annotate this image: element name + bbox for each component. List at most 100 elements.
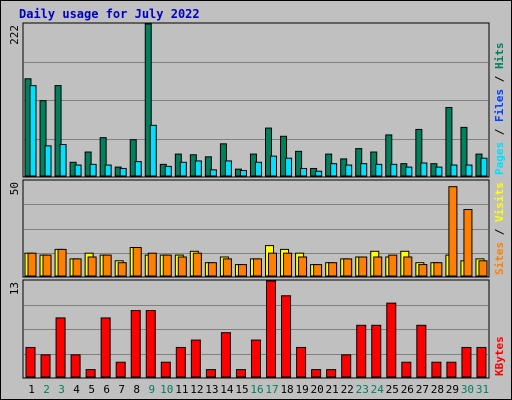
kbytes-bar-day-28 (431, 361, 442, 378)
sites-bar-day-10 (162, 254, 172, 277)
visits-axis-max-label: 50 (8, 182, 21, 195)
x-label-day-27: 27 (416, 383, 429, 396)
pages-bar-day-2 (44, 145, 52, 177)
pages-bar-day-25 (390, 163, 398, 177)
kbytes-bar-day-3 (55, 317, 66, 378)
pages-bar-day-3 (59, 144, 67, 177)
kbytes-bar-day-25 (386, 302, 397, 378)
sites-bar-day-21 (328, 262, 338, 277)
x-label-day-7: 7 (118, 383, 125, 396)
x-label-day-8: 8 (133, 383, 140, 396)
hits-bar-day-9 (144, 23, 152, 177)
sites-bar-day-20 (313, 264, 323, 277)
x-label-day-5: 5 (88, 383, 95, 396)
kbytes-bar-day-13 (205, 369, 216, 378)
x-label-day-13: 13 (205, 383, 218, 396)
kbytes-bar-day-18 (281, 295, 292, 378)
x-label-day-14: 14 (220, 383, 234, 396)
sites-bar-day-2 (42, 254, 52, 277)
pages-bar-day-14 (224, 160, 232, 177)
kbytes-bar-day-31 (476, 346, 487, 378)
sites-bar-day-29 (448, 186, 458, 277)
pages-bar-day-23 (360, 163, 368, 177)
pages-bar-day-5 (89, 163, 97, 177)
pages-bar-day-16 (254, 161, 262, 177)
sites-bar-day-24 (373, 256, 383, 277)
hits-bar-day-3 (54, 85, 62, 177)
sites-bar-day-5 (87, 256, 97, 277)
x-label-day-24: 24 (371, 383, 385, 396)
kbytes-bar-day-14 (220, 332, 231, 378)
kbytes-bar-day-2 (40, 354, 51, 378)
x-label-day-25: 25 (386, 383, 399, 396)
sites-bar-day-12 (192, 252, 202, 277)
kbytes-bar-day-1 (25, 346, 36, 378)
hits-bar-day-19 (295, 150, 303, 177)
sites-bar-day-22 (343, 258, 353, 277)
hits-bar-day-14 (219, 143, 227, 177)
x-label-day-6: 6 (103, 383, 110, 396)
pages-bar-day-10 (164, 165, 172, 177)
hits-bar-day-6 (99, 137, 107, 177)
pages-bar-day-17 (270, 155, 278, 177)
pages-bar-day-29 (450, 164, 458, 177)
pages-bar-day-31 (480, 157, 488, 177)
kbytes-bar-day-10 (160, 361, 171, 378)
pages-bar-day-24 (375, 163, 383, 177)
x-label-day-20: 20 (311, 383, 324, 396)
sites-bar-day-30 (463, 209, 473, 277)
x-label-day-30: 30 (461, 383, 474, 396)
hits-bar-day-29 (445, 107, 453, 177)
sites-bar-day-8 (132, 247, 142, 277)
pages-bar-day-21 (330, 163, 338, 177)
kbytes-bar-day-24 (371, 324, 382, 378)
sites-bar-day-17 (268, 252, 278, 277)
hits-bar-day-18 (280, 135, 288, 177)
kbytes-bar-day-6 (100, 317, 111, 378)
x-label-day-29: 29 (446, 383, 459, 396)
legend-hits-files-pages-hits: Hits (493, 43, 506, 70)
kbytes-bar-day-22 (341, 354, 352, 378)
kbytes-bar-day-7 (115, 361, 126, 378)
pages-bar-day-4 (74, 164, 82, 177)
sites-bar-day-28 (433, 262, 443, 277)
kbytes-bar-day-27 (416, 324, 427, 378)
x-label-day-2: 2 (43, 383, 50, 396)
x-label-day-9: 9 (148, 383, 155, 396)
hits-bar-day-23 (355, 148, 363, 177)
kbytes-bar-day-4 (70, 354, 81, 378)
pages-bar-day-22 (345, 164, 353, 177)
pages-bar-day-30 (465, 164, 473, 177)
x-label-day-4: 4 (73, 383, 80, 396)
pages-bar-day-7 (119, 167, 127, 177)
sites-bar-day-13 (207, 262, 217, 277)
kbytes-bar-day-5 (85, 369, 96, 378)
x-label-day-21: 21 (326, 383, 339, 396)
pages-bar-day-20 (315, 170, 323, 177)
kbytes-bar-day-12 (190, 339, 201, 378)
kbytes-bar-day-16 (250, 339, 261, 378)
kbytes-bar-day-9 (145, 310, 156, 378)
pages-bar-day-27 (420, 162, 428, 177)
hits-bar-day-17 (265, 127, 273, 177)
pages-bar-day-11 (179, 161, 187, 177)
sites-bar-day-4 (72, 258, 82, 277)
hits-bar-day-25 (385, 134, 393, 177)
hits-bar-day-30 (460, 126, 468, 177)
x-label-day-31: 31 (476, 383, 489, 396)
legend-kbytes-kbytes: KBytes (493, 336, 506, 376)
legend-sites-visits-separator-1: / (493, 222, 506, 242)
sites-bar-day-7 (117, 262, 127, 277)
pages-bar-day-26 (405, 166, 413, 177)
pages-bar-day-15 (239, 170, 247, 177)
x-label-day-15: 15 (235, 383, 248, 396)
legend-kbytes: KBytes (493, 336, 506, 376)
hits-bar-day-2 (39, 100, 47, 177)
x-label-day-22: 22 (341, 383, 354, 396)
x-label-day-23: 23 (356, 383, 369, 396)
pages-bar-day-9 (149, 124, 157, 177)
sites-bar-day-15 (237, 264, 247, 277)
x-label-day-26: 26 (401, 383, 414, 396)
x-label-day-1: 1 (28, 383, 35, 396)
x-label-day-16: 16 (250, 383, 263, 396)
